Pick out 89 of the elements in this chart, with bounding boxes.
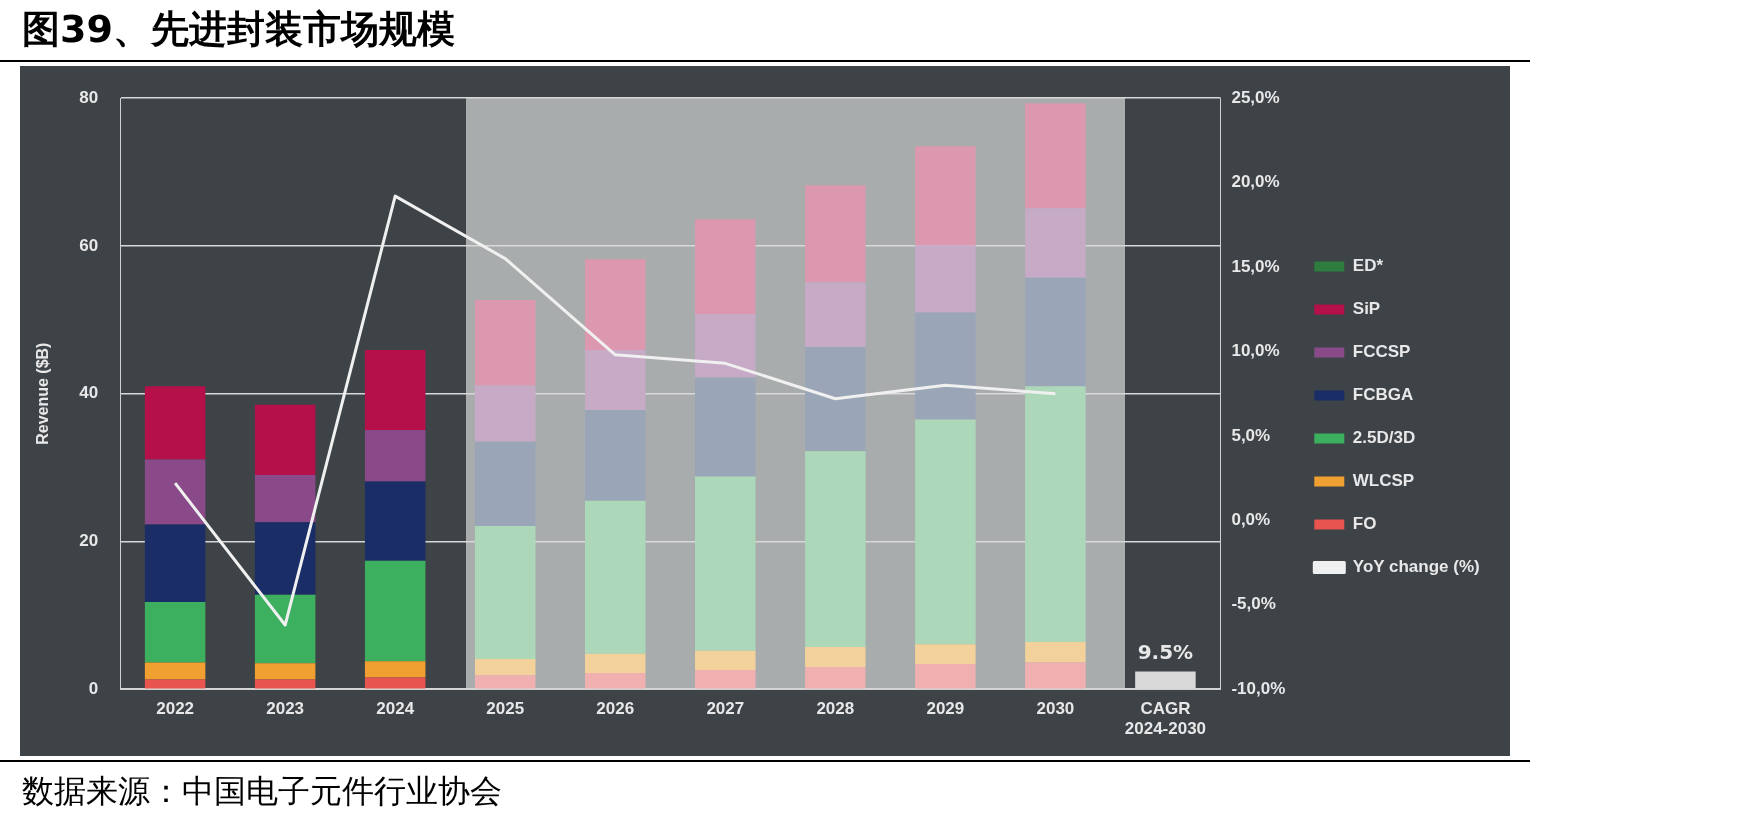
y-tick-label: 0 [88, 678, 99, 698]
bar [585, 672, 646, 689]
legend-label: FCCSP [1352, 342, 1411, 362]
bar [474, 441, 536, 526]
bar [805, 647, 866, 668]
y2-tick-label: 0,0% [1231, 510, 1271, 530]
y-tick-label: 40 [79, 383, 99, 403]
legend-label: 2.5D/3D [1352, 428, 1416, 448]
annotation: 9.5% [1137, 639, 1194, 664]
bar [585, 350, 646, 410]
bar [144, 602, 206, 663]
bar [144, 386, 206, 460]
bar [144, 662, 206, 680]
bar [695, 669, 756, 689]
bar [695, 650, 756, 670]
y2-tick-label: 15,0% [1231, 256, 1280, 276]
y2-tick-label: 20,0% [1231, 172, 1280, 192]
bar [144, 524, 206, 603]
bar [254, 404, 316, 475]
bar [364, 560, 426, 662]
legend-label: SiP [1352, 299, 1381, 319]
bar [364, 481, 426, 561]
bar [364, 677, 426, 689]
bar [915, 146, 976, 246]
legend-label: ED* [1352, 256, 1384, 276]
x-tick-label: 2028 [816, 699, 855, 719]
bar [915, 245, 976, 313]
bar [805, 667, 866, 689]
bar [585, 653, 646, 673]
bar [254, 663, 316, 680]
bar [474, 385, 536, 442]
bar [585, 409, 646, 501]
bar [585, 259, 646, 351]
bar [474, 525, 536, 659]
y2-tick-label: -5,0% [1231, 594, 1276, 614]
x-tick-label: 2022 [156, 699, 195, 719]
bar [585, 500, 646, 654]
y2-tick-label: 5,0% [1231, 425, 1271, 445]
bar [915, 664, 976, 689]
bar [915, 644, 976, 665]
bar [695, 219, 756, 314]
bar [254, 679, 316, 689]
bar [805, 282, 866, 348]
bar [364, 661, 426, 678]
y-axis-title: Revenue ($B) [34, 342, 52, 445]
bar [254, 594, 316, 664]
bar [254, 474, 316, 523]
bar [144, 459, 206, 525]
legend-label: YoY change (%) [1352, 557, 1480, 577]
bar [805, 185, 866, 283]
bar [805, 347, 866, 452]
bar [1025, 103, 1086, 209]
x-tick-label: 2026 [596, 699, 635, 719]
x-tick-label: 2027 [706, 699, 745, 719]
chart-title: 图39、先进封装市场规模 [22, 6, 455, 53]
bar [1025, 641, 1086, 663]
bar [364, 350, 426, 430]
legend-label: FO [1352, 514, 1377, 534]
x-tick-label: CAGR 2024-2030 [1124, 699, 1207, 739]
x-tick-label: 2024 [376, 699, 415, 719]
bar [695, 476, 756, 651]
x-tick-label: 2029 [926, 699, 965, 719]
bar [364, 429, 426, 482]
bar [254, 522, 316, 595]
bar [1025, 277, 1086, 387]
y-tick-label: 60 [79, 235, 99, 255]
bar [1025, 208, 1086, 278]
bar [695, 377, 756, 477]
x-tick-label: 2030 [1036, 699, 1075, 719]
x-tick-label: 2025 [486, 699, 525, 719]
bar [474, 658, 536, 676]
y2-tick-label: -10,0% [1231, 678, 1286, 698]
y2-tick-label: 25,0% [1231, 87, 1280, 107]
bar [144, 679, 206, 689]
bar [474, 675, 536, 689]
bar [915, 312, 976, 420]
legend-label: WLCSP [1352, 471, 1415, 491]
bar [915, 419, 976, 645]
bar [1025, 662, 1086, 689]
bar [474, 299, 536, 386]
bar [1025, 386, 1086, 642]
x-tick-label: 2023 [266, 699, 305, 719]
y-tick-label: 20 [79, 531, 99, 551]
bar [805, 451, 866, 648]
y2-tick-label: 10,0% [1231, 341, 1280, 361]
legend-label: FCBGA [1352, 385, 1414, 405]
source-note: 数据来源：中国电子元件行业协会 [22, 771, 502, 812]
y-tick-label: 80 [79, 87, 99, 107]
bar [695, 313, 756, 378]
